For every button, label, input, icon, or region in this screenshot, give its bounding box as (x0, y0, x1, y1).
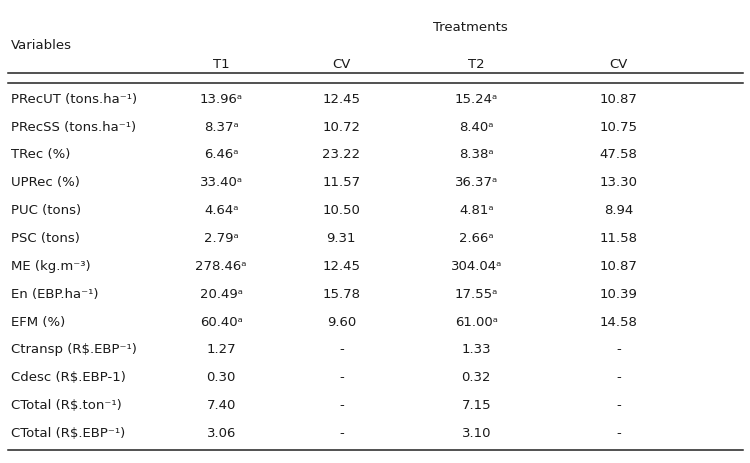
Text: 8.37ᵃ: 8.37ᵃ (204, 120, 238, 133)
Text: 10.87: 10.87 (600, 93, 638, 106)
Text: PRecUT (tons.ha⁻¹): PRecUT (tons.ha⁻¹) (11, 93, 137, 106)
Text: 4.81ᵃ: 4.81ᵃ (459, 204, 494, 217)
Text: 47.58: 47.58 (600, 148, 638, 161)
Text: 10.39: 10.39 (600, 287, 638, 300)
Text: 17.55ᵃ: 17.55ᵃ (454, 287, 498, 300)
Text: 13.30: 13.30 (600, 176, 638, 189)
Text: TRec (%): TRec (%) (11, 148, 70, 161)
Text: ME (kg.m⁻³): ME (kg.m⁻³) (11, 259, 91, 272)
Text: EFM (%): EFM (%) (11, 315, 65, 328)
Text: UPRec (%): UPRec (%) (11, 176, 80, 189)
Text: 61.00ᵃ: 61.00ᵃ (454, 315, 498, 328)
Text: T2: T2 (468, 58, 484, 71)
Text: CTotal (R$.ton⁻¹): CTotal (R$.ton⁻¹) (11, 398, 122, 411)
Text: 304.04ᵃ: 304.04ᵃ (451, 259, 502, 272)
Text: Ctransp (R$.EBP⁻¹): Ctransp (R$.EBP⁻¹) (11, 343, 137, 356)
Text: -: - (616, 426, 621, 439)
Text: 12.45: 12.45 (322, 93, 360, 106)
Text: 278.46ᵃ: 278.46ᵃ (196, 259, 247, 272)
Text: 7.15: 7.15 (461, 398, 491, 411)
Text: 1.27: 1.27 (206, 343, 236, 356)
Text: 10.87: 10.87 (600, 259, 638, 272)
Text: 11.58: 11.58 (600, 232, 638, 244)
Text: 9.31: 9.31 (326, 232, 356, 244)
Text: 23.22: 23.22 (322, 148, 360, 161)
Text: 36.37ᵃ: 36.37ᵃ (454, 176, 498, 189)
Text: 12.45: 12.45 (322, 259, 360, 272)
Text: 10.50: 10.50 (322, 204, 360, 217)
Text: 8.38ᵃ: 8.38ᵃ (459, 148, 494, 161)
Text: 0.32: 0.32 (461, 370, 491, 383)
Text: CV: CV (332, 58, 350, 71)
Text: Variables: Variables (11, 39, 72, 52)
Text: 8.94: 8.94 (604, 204, 633, 217)
Text: 13.96ᵃ: 13.96ᵃ (200, 93, 243, 106)
Text: -: - (616, 343, 621, 356)
Text: PUC (tons): PUC (tons) (11, 204, 81, 217)
Text: 20.49ᵃ: 20.49ᵃ (200, 287, 243, 300)
Text: 0.30: 0.30 (206, 370, 236, 383)
Text: -: - (339, 370, 344, 383)
Text: -: - (339, 398, 344, 411)
Text: Cdesc (R$.EBP-1): Cdesc (R$.EBP-1) (11, 370, 126, 383)
Text: 7.40: 7.40 (206, 398, 236, 411)
Text: 2.79ᵃ: 2.79ᵃ (204, 232, 238, 244)
Text: 1.33: 1.33 (461, 343, 491, 356)
Text: En (EBP.ha⁻¹): En (EBP.ha⁻¹) (11, 287, 99, 300)
Text: CTotal (R$.EBP⁻¹): CTotal (R$.EBP⁻¹) (11, 426, 125, 439)
Text: Treatments: Treatments (433, 21, 508, 34)
Text: 14.58: 14.58 (600, 315, 638, 328)
Text: CV: CV (610, 58, 628, 71)
Text: 6.46ᵃ: 6.46ᵃ (204, 148, 238, 161)
Text: T1: T1 (213, 58, 230, 71)
Text: -: - (616, 370, 621, 383)
Text: 11.57: 11.57 (322, 176, 360, 189)
Text: PSC (tons): PSC (tons) (11, 232, 80, 244)
Text: PRecSS (tons.ha⁻¹): PRecSS (tons.ha⁻¹) (11, 120, 136, 133)
Text: 15.24ᵃ: 15.24ᵃ (454, 93, 498, 106)
Text: 8.40ᵃ: 8.40ᵃ (459, 120, 494, 133)
Text: 60.40ᵃ: 60.40ᵃ (200, 315, 243, 328)
Text: 33.40ᵃ: 33.40ᵃ (200, 176, 243, 189)
Text: 15.78: 15.78 (322, 287, 360, 300)
Text: 10.75: 10.75 (600, 120, 638, 133)
Text: -: - (339, 426, 344, 439)
Text: -: - (616, 398, 621, 411)
Text: -: - (339, 343, 344, 356)
Text: 3.06: 3.06 (206, 426, 236, 439)
Text: 4.64ᵃ: 4.64ᵃ (204, 204, 238, 217)
Text: 2.66ᵃ: 2.66ᵃ (459, 232, 494, 244)
Text: 10.72: 10.72 (322, 120, 360, 133)
Text: 3.10: 3.10 (461, 426, 491, 439)
Text: 9.60: 9.60 (327, 315, 356, 328)
